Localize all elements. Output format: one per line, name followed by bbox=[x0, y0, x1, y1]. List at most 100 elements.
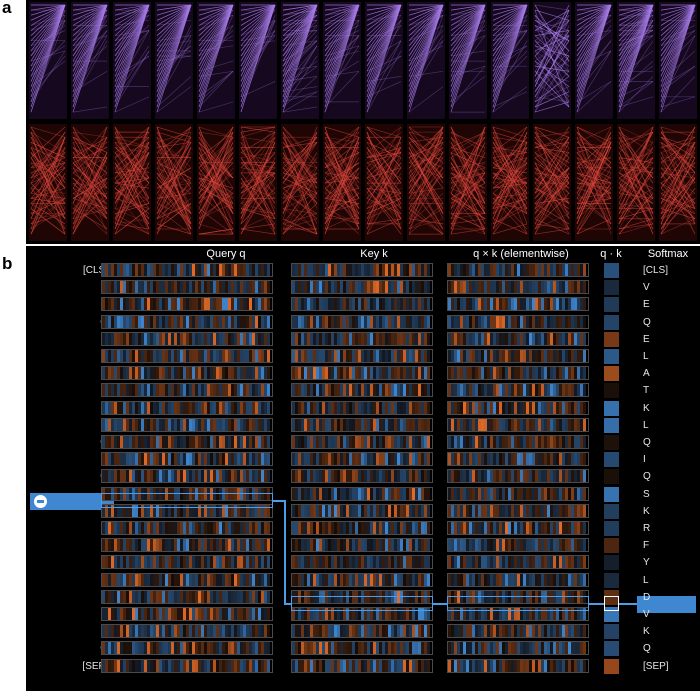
key-vector bbox=[291, 400, 433, 415]
attention-thumbnail-red bbox=[281, 124, 319, 241]
attention-thumbnail-purple bbox=[575, 2, 613, 119]
dot-product-cell bbox=[604, 572, 619, 588]
attention-thumbnail-purple bbox=[71, 2, 109, 119]
product-vector bbox=[447, 589, 589, 604]
query-vector bbox=[101, 297, 273, 312]
product-vector bbox=[447, 641, 589, 656]
key-vector bbox=[291, 297, 433, 312]
key-token-label[interactable]: L bbox=[643, 574, 649, 586]
key-token-label[interactable]: E bbox=[643, 299, 650, 311]
key-token-label[interactable]: Y bbox=[643, 557, 650, 569]
key-token-label[interactable]: D bbox=[643, 591, 651, 603]
key-token-label[interactable]: R bbox=[643, 523, 651, 534]
header-query: Query q bbox=[206, 248, 246, 260]
product-vector bbox=[447, 503, 589, 518]
dot-product-cell bbox=[604, 503, 619, 519]
product-vector bbox=[447, 486, 589, 501]
attention-thumbnail-red bbox=[113, 124, 151, 241]
selected-key-row-highlight[interactable] bbox=[637, 596, 696, 613]
key-vector bbox=[291, 641, 433, 656]
key-token-label[interactable]: Q bbox=[643, 437, 651, 448]
panel-label-a: a bbox=[2, 0, 12, 17]
dot-product-cell bbox=[604, 538, 619, 554]
key-token-label[interactable]: V bbox=[643, 282, 650, 294]
product-vector bbox=[447, 521, 589, 535]
product-vector bbox=[447, 314, 589, 329]
query-vector bbox=[101, 263, 273, 277]
dot-product-cell bbox=[604, 417, 619, 433]
key-token-label[interactable]: E bbox=[643, 333, 650, 345]
key-token-label[interactable]: L bbox=[643, 419, 649, 431]
product-vector bbox=[447, 607, 589, 621]
key-token-label[interactable]: K bbox=[643, 402, 650, 414]
key-token-label[interactable]: [CLS] bbox=[643, 265, 669, 276]
attention-thumbnail-purple bbox=[533, 2, 571, 119]
key-vector bbox=[291, 263, 433, 277]
connector-line bbox=[589, 603, 604, 605]
key-token-label[interactable]: [SEP] bbox=[643, 660, 669, 672]
key-vector bbox=[291, 452, 433, 467]
key-vector bbox=[291, 503, 433, 518]
dot-product-cell bbox=[604, 521, 619, 536]
connector-line bbox=[619, 603, 637, 605]
key-token-label[interactable]: K bbox=[643, 626, 650, 638]
header-product: q × k (elementwise) bbox=[473, 248, 569, 260]
key-token-label[interactable]: F bbox=[643, 540, 650, 552]
key-vector bbox=[291, 280, 433, 295]
key-token-label[interactable]: I bbox=[643, 454, 646, 466]
selected-query-row-highlight[interactable] bbox=[30, 493, 114, 510]
query-vector bbox=[101, 417, 273, 432]
query-vector bbox=[101, 366, 273, 381]
key-token-label[interactable]: L bbox=[643, 351, 649, 362]
query-vector bbox=[101, 331, 273, 346]
key-vector bbox=[291, 366, 433, 381]
dot-product-cell bbox=[604, 263, 619, 278]
product-vector bbox=[447, 435, 589, 449]
dot-product-cell bbox=[604, 435, 619, 450]
connector-line bbox=[273, 500, 285, 502]
query-vector bbox=[101, 349, 273, 363]
product-vector bbox=[447, 658, 589, 673]
key-token-label[interactable]: S bbox=[643, 488, 650, 500]
key-token-label[interactable]: A bbox=[643, 368, 650, 380]
attention-thumbnail-red bbox=[29, 124, 67, 241]
key-vector bbox=[291, 538, 433, 553]
product-vector bbox=[447, 452, 589, 467]
key-token-label[interactable]: Q bbox=[643, 471, 651, 483]
key-token-label[interactable]: Q bbox=[643, 643, 651, 655]
query-vector bbox=[101, 452, 273, 467]
query-vector bbox=[101, 469, 273, 484]
attention-thumbnail-red bbox=[659, 124, 697, 241]
key-token-label[interactable]: Q bbox=[643, 316, 651, 328]
attention-pattern-grid bbox=[26, 0, 700, 244]
query-token-label[interactable]: [SEP] bbox=[82, 660, 108, 672]
query-vector bbox=[101, 538, 273, 553]
dot-product-cell bbox=[604, 400, 619, 416]
header-softmax: Softmax bbox=[647, 248, 689, 260]
attention-thumbnail-red bbox=[239, 124, 277, 241]
dot-product-cell bbox=[604, 383, 619, 399]
key-vector bbox=[291, 469, 433, 484]
query-token-label[interactable]: [CLS] bbox=[82, 265, 108, 276]
minus-circle-icon[interactable] bbox=[34, 495, 47, 508]
product-vector bbox=[447, 383, 589, 398]
connector-line bbox=[433, 603, 447, 605]
connector-line bbox=[284, 500, 286, 605]
attention-thumbnail-purple bbox=[365, 2, 403, 119]
attention-thumbnail-purple bbox=[449, 2, 487, 119]
key-token-label[interactable]: K bbox=[643, 505, 650, 517]
product-vector bbox=[447, 555, 589, 570]
dot-product-cell bbox=[604, 297, 619, 313]
dot-product-cell bbox=[604, 452, 619, 468]
key-token-label[interactable]: T bbox=[643, 385, 650, 397]
product-vector bbox=[447, 280, 589, 295]
product-vector bbox=[447, 366, 589, 381]
key-token-label[interactable]: V bbox=[643, 609, 650, 620]
query-vector bbox=[101, 572, 273, 587]
attention-thumbnail-purple bbox=[659, 2, 697, 119]
dot-product-cell bbox=[604, 624, 619, 640]
dot-product-cell bbox=[604, 555, 619, 571]
attention-thumbnail-red bbox=[575, 124, 613, 241]
query-vector bbox=[101, 314, 273, 329]
query-vector bbox=[101, 435, 273, 449]
